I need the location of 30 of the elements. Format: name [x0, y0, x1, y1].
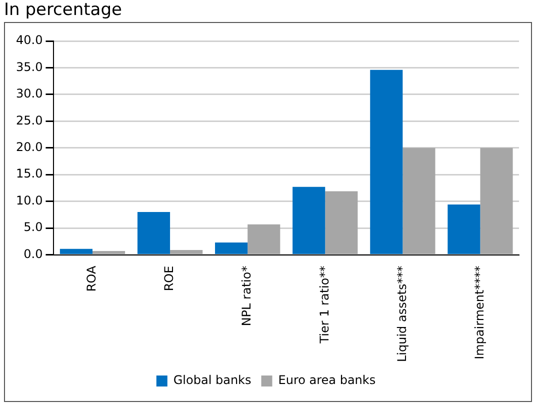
x-tick-label: Impairment**** — [472, 266, 486, 360]
x-tick-label: ROA — [84, 265, 99, 292]
bar — [137, 212, 170, 254]
y-tick-label: 30.0 — [16, 86, 43, 101]
bar — [60, 248, 92, 254]
bar — [215, 242, 248, 254]
legend-label: Global banks — [173, 373, 252, 388]
y-tick-label: 25.0 — [16, 113, 43, 128]
y-tick-label: 15.0 — [16, 166, 43, 181]
bar — [92, 251, 126, 254]
bar — [325, 191, 358, 254]
y-tick-label: 35.0 — [16, 60, 43, 74]
y-tick-label: 5.0 — [24, 220, 43, 234]
x-tick-label: Tier 1 ratio** — [317, 266, 332, 344]
bar — [448, 204, 480, 254]
legend-label: Euro area banks — [278, 373, 376, 388]
bar — [248, 224, 280, 254]
x-tick-label: Liquid assets*** — [394, 266, 409, 362]
x-tick-label: ROE — [162, 266, 176, 292]
y-tick-label: 0.0 — [24, 246, 43, 261]
y-tick-label: 10.0 — [16, 193, 43, 208]
chart-title: In percentage — [4, 0, 122, 20]
y-tick-label: 20.0 — [16, 140, 43, 154]
bar — [402, 148, 436, 254]
bar — [370, 70, 403, 254]
bar — [480, 148, 513, 254]
bar — [292, 186, 326, 254]
y-tick-label: 40.0 — [16, 33, 43, 48]
bar — [170, 250, 203, 254]
x-tick-label: NPL ratio* — [240, 266, 254, 326]
